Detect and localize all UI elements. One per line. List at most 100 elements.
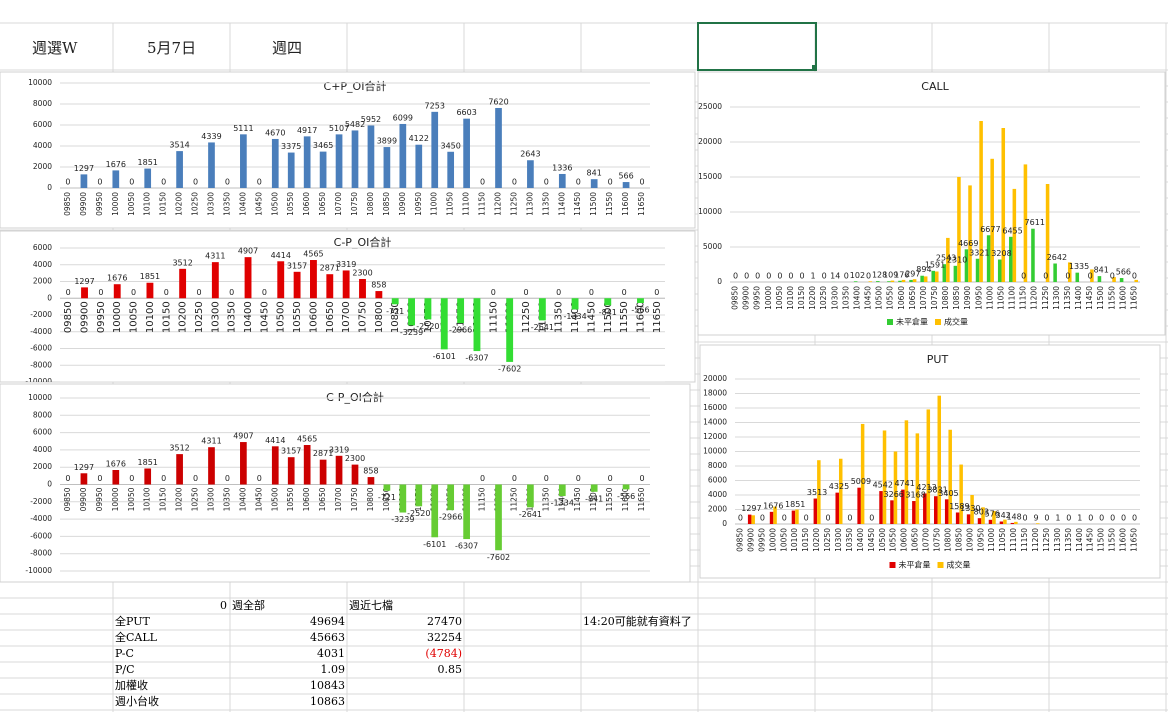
bar	[211, 262, 219, 299]
chart: C-P_OI合計 -10000 -8000 -6000 -4000 -2000 0 2000 4…	[0, 383, 691, 583]
x-tick-label: 11350	[1063, 286, 1072, 310]
bar	[1031, 228, 1035, 282]
data-label: -3239	[400, 328, 423, 337]
x-tick-label: 10600	[897, 286, 906, 310]
data-label: 342	[996, 511, 1011, 520]
x-tick-label: 10550	[286, 192, 295, 216]
cell[interactable]: 加權收	[115, 679, 148, 692]
bar	[319, 459, 327, 485]
header-cell[interactable]: 5月7日	[147, 39, 197, 57]
cell[interactable]: P/C	[115, 663, 135, 676]
bar	[935, 271, 939, 282]
selected-cell[interactable]	[697, 22, 817, 71]
cell[interactable]: 32254	[427, 631, 462, 644]
cell[interactable]: 49694	[310, 615, 345, 628]
bar	[838, 458, 843, 524]
data-label: 858	[371, 281, 386, 290]
cell[interactable]: 27470	[427, 615, 462, 628]
cell[interactable]: P-C	[115, 647, 134, 660]
x-tick-label: 10200	[812, 528, 821, 552]
fill-handle[interactable]	[812, 65, 817, 70]
y-tick-label: -2000	[30, 310, 52, 319]
data-label: 4670	[265, 128, 285, 137]
y-tick-label: 12000	[703, 432, 727, 441]
bar	[637, 298, 644, 303]
cell[interactable]: 1.09	[320, 663, 346, 676]
cell[interactable]: 週全部	[232, 599, 265, 612]
bar	[80, 473, 88, 485]
cell[interactable]: 週近七檔	[349, 599, 393, 612]
bar	[495, 484, 502, 551]
data-label: 1589	[949, 502, 969, 511]
data-label: 0	[229, 288, 234, 297]
cell[interactable]: 45663	[310, 631, 345, 644]
y-tick-label: 8000	[708, 461, 727, 470]
data-label: 4542	[873, 481, 893, 490]
data-label: 0	[744, 272, 749, 281]
x-tick-label: 10150	[161, 301, 172, 333]
data-label: -841	[599, 308, 617, 317]
header-cell[interactable]: 週四	[272, 39, 303, 57]
data-label: 1851	[138, 158, 158, 167]
bar	[590, 484, 598, 492]
cell[interactable]: 全PUT	[115, 615, 150, 628]
bar	[144, 468, 152, 485]
data-label: 0	[262, 288, 267, 297]
data-label: 0	[869, 514, 874, 523]
x-tick-label: 10650	[908, 286, 917, 310]
data-label: 0	[544, 474, 549, 483]
bar	[431, 484, 439, 538]
cell[interactable]: 14:20可能就有資料了	[583, 615, 692, 628]
data-label: 0	[822, 272, 827, 281]
data-label: 0	[847, 514, 852, 523]
bar	[310, 260, 317, 299]
bar	[399, 123, 407, 188]
data-label: 0	[98, 288, 103, 297]
data-label: 4414	[265, 436, 285, 445]
x-tick-label: 10950	[976, 528, 985, 552]
data-label: 1851	[138, 458, 158, 467]
cell[interactable]: 10863	[310, 695, 345, 708]
x-tick-label: 11500	[589, 192, 598, 216]
data-label: -2520	[407, 509, 430, 518]
data-label: 0	[544, 178, 549, 187]
data-label: 3512	[169, 444, 189, 453]
data-label: 0	[66, 288, 71, 297]
data-label: 3319	[329, 445, 349, 454]
data-label: 0	[825, 514, 830, 523]
data-label: 4917	[297, 126, 317, 135]
cell[interactable]: 10843	[310, 679, 345, 692]
legend-swatch	[889, 562, 896, 568]
x-tick-label: 11400	[1075, 528, 1084, 552]
data-label: 0	[639, 178, 644, 187]
cell[interactable]: 0	[220, 599, 227, 612]
cell[interactable]: 4031	[317, 647, 345, 660]
x-tick-label: 10850	[952, 286, 961, 310]
y-tick-label: 20000	[698, 137, 722, 146]
data-label: -7602	[487, 553, 510, 562]
data-label: -7602	[498, 364, 521, 373]
data-label: 3157	[281, 447, 301, 456]
bar	[887, 281, 891, 282]
data-label: 3321	[969, 248, 989, 257]
cell[interactable]: 週小台收	[115, 695, 159, 708]
bar	[335, 455, 343, 485]
x-tick-label: 11100	[1009, 528, 1018, 552]
x-tick-label: 11200	[1030, 286, 1039, 310]
x-tick-label: 10550	[889, 528, 898, 552]
x-tick-label: 11550	[1108, 528, 1117, 552]
header-cell[interactable]: 週選W	[32, 39, 78, 57]
bar	[966, 514, 971, 524]
x-tick-label: 10750	[350, 192, 359, 216]
bar	[319, 151, 327, 188]
data-label: 3513	[807, 488, 827, 497]
y-tick-label: 2000	[33, 277, 52, 286]
bar	[440, 298, 448, 350]
cell[interactable]: (4784)	[425, 647, 462, 660]
bar	[457, 298, 465, 324]
cell[interactable]: 全CALL	[115, 631, 157, 644]
x-tick-label: 11300	[525, 192, 534, 216]
bar	[80, 174, 88, 188]
cell[interactable]: 0.85	[437, 663, 463, 676]
